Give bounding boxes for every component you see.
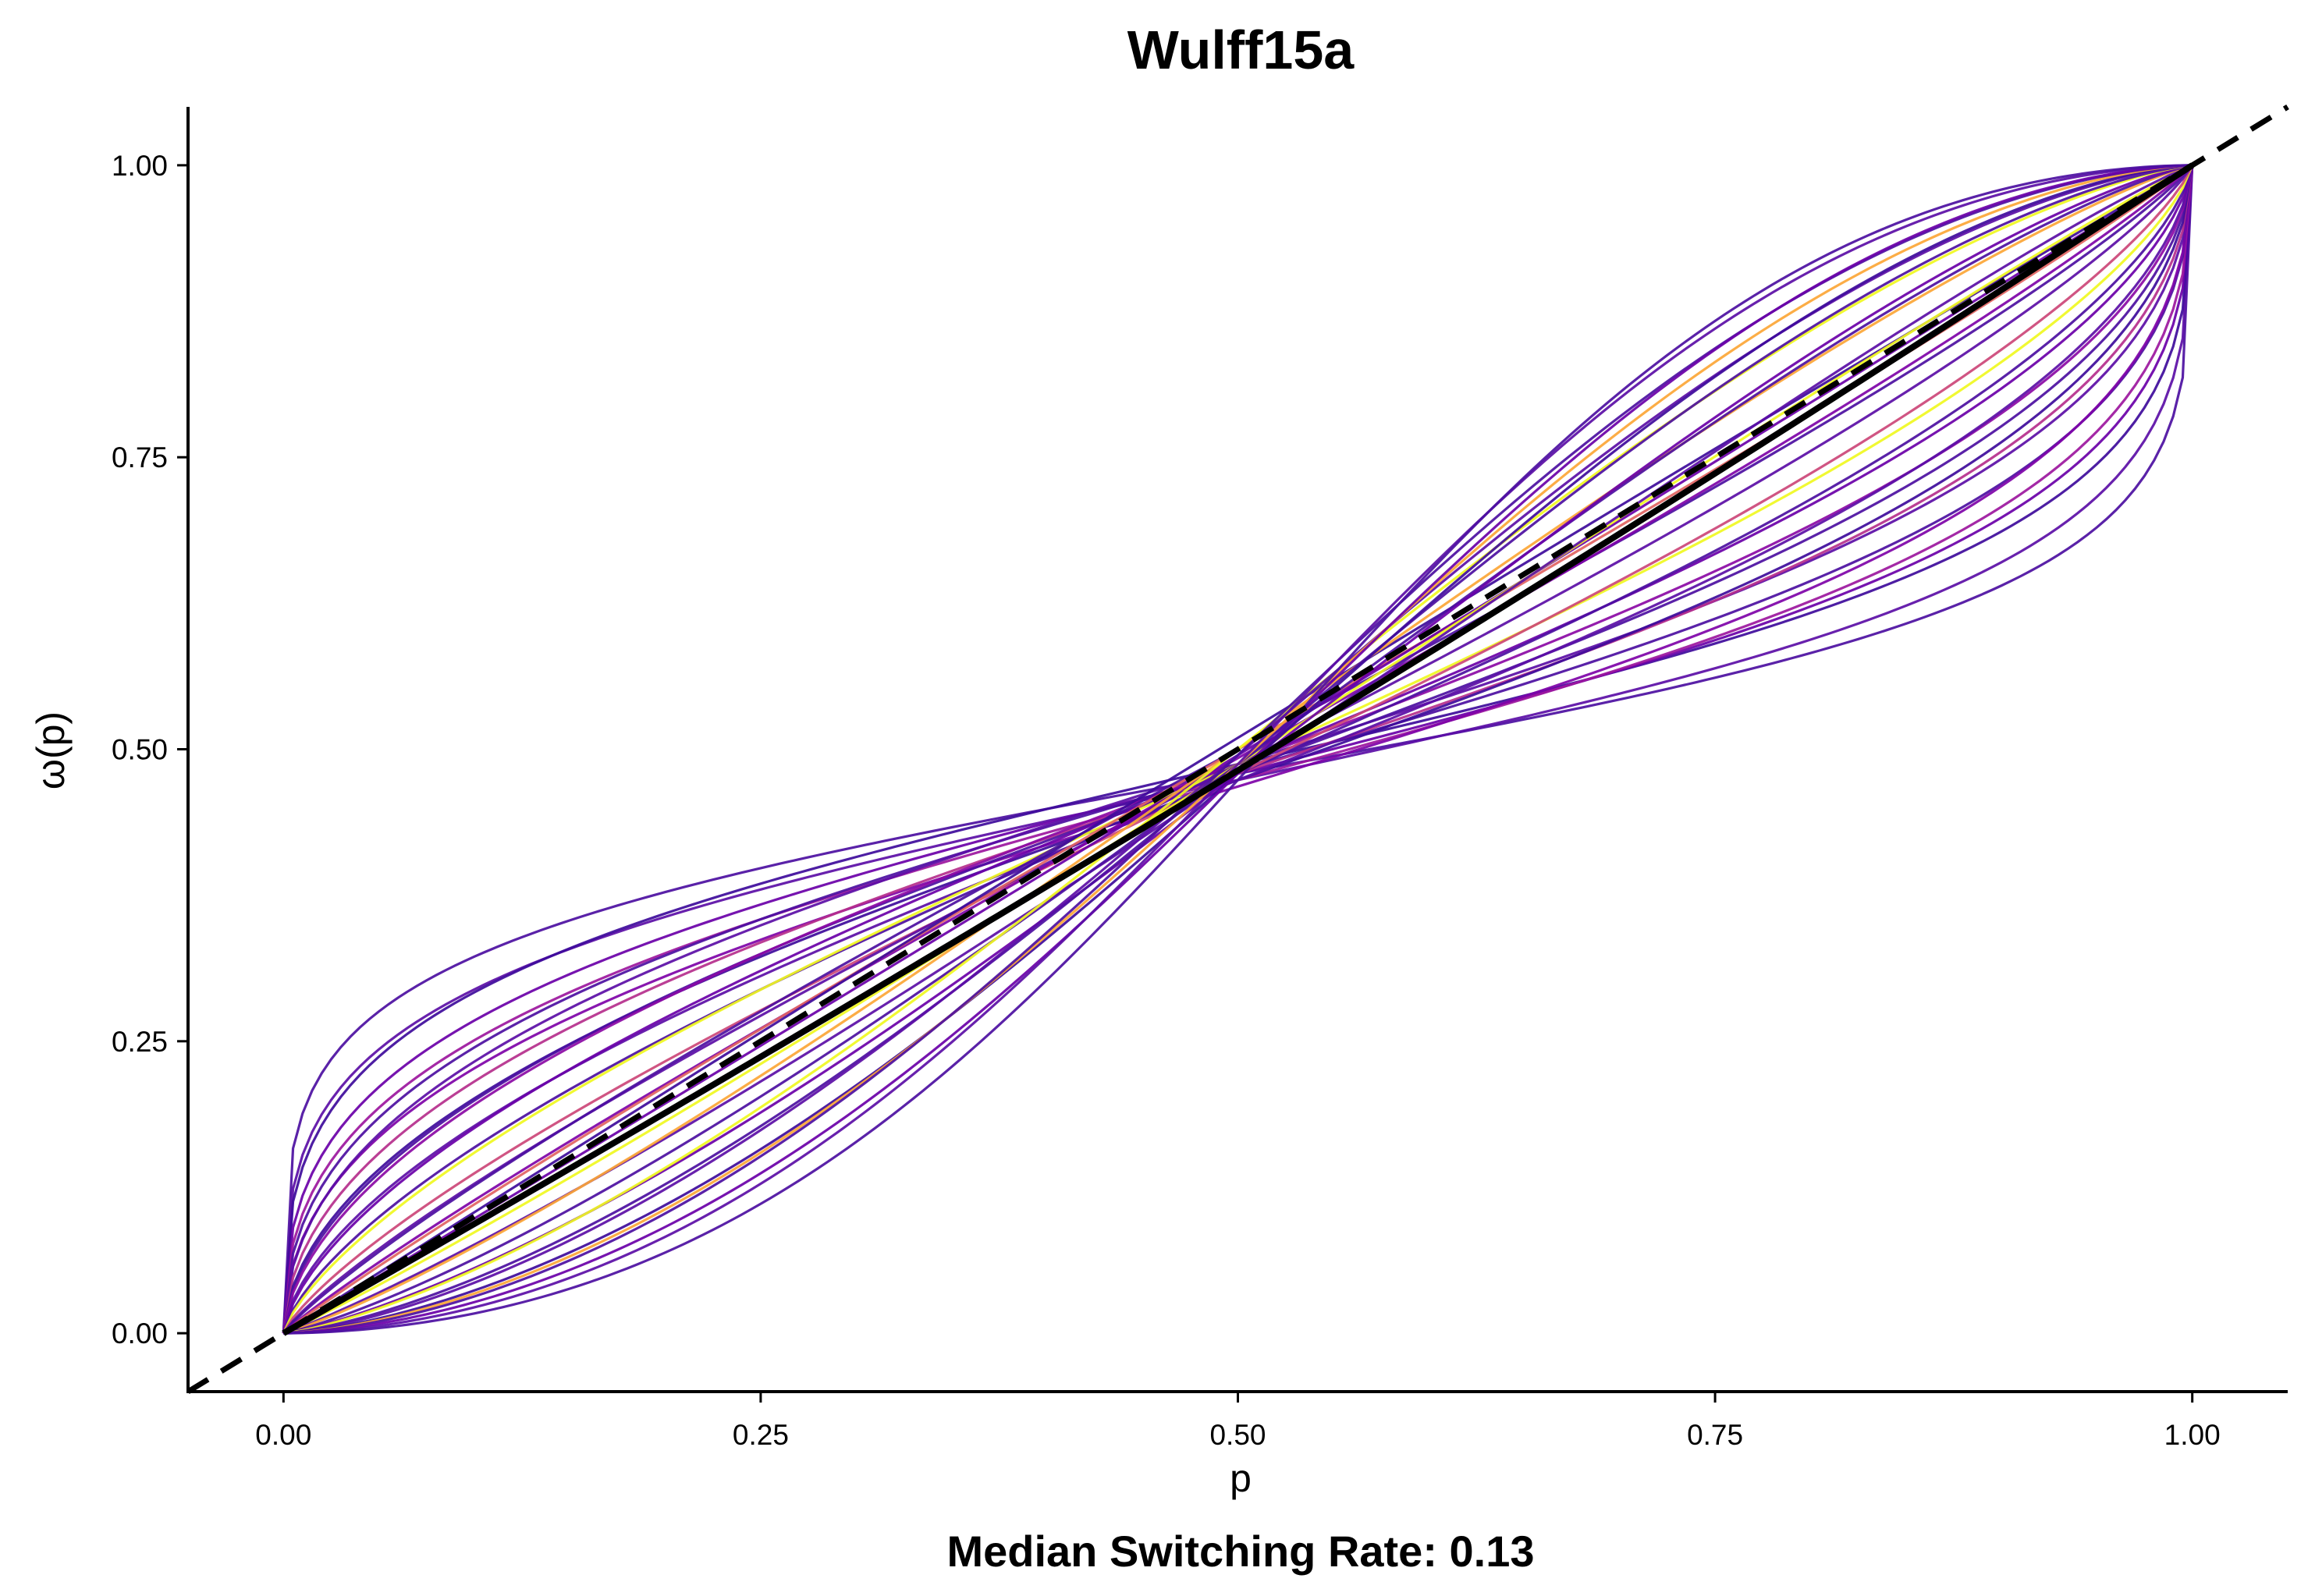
y-tick-label-0: 0.00 xyxy=(112,1318,168,1350)
plot-area xyxy=(186,105,2289,1394)
y-ticks: 0.00 0.25 0.50 0.75 1.00 xyxy=(112,150,188,1350)
y-tick-label-1: 0.25 xyxy=(112,1026,168,1058)
x-tick-label-4: 1.00 xyxy=(2164,1419,2221,1451)
series-line-s37 xyxy=(283,164,2193,1335)
series-line-s34 xyxy=(283,164,2193,1335)
y-tick-label-3: 0.75 xyxy=(112,442,168,473)
y-tick-label-2: 0.50 xyxy=(112,734,168,766)
x-tick-label-3: 0.75 xyxy=(1687,1419,1743,1451)
x-tick-label-1: 0.25 xyxy=(733,1419,789,1451)
summary-curve-line xyxy=(282,162,2194,1336)
x-tick-label-2: 0.50 xyxy=(1209,1419,1266,1451)
series-line-s36 xyxy=(283,164,2193,1335)
series-line-s23 xyxy=(282,164,2193,1335)
chart-title: Wulff15a xyxy=(1127,20,1355,80)
series-line-s7 xyxy=(282,165,2194,1334)
identity-reference-line xyxy=(186,105,2289,1394)
x-axis-label: p xyxy=(1230,1456,1252,1500)
series-line-s20 xyxy=(282,164,2193,1335)
y-axis-label: ω(p) xyxy=(29,711,73,789)
chart-caption: Median Switching Rate: 0.13 xyxy=(946,1527,1534,1576)
x-ticks: 0.00 0.25 0.50 0.75 1.00 xyxy=(255,1392,2221,1451)
x-tick-label-0: 0.00 xyxy=(255,1419,311,1451)
y-tick-label-4: 1.00 xyxy=(112,150,168,182)
